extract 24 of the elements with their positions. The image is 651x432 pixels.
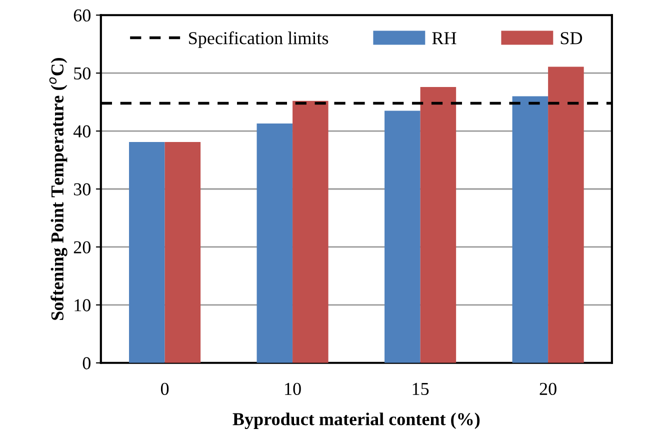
bar [292,100,328,363]
bar [256,124,293,363]
y-tick-label: 0 [82,357,90,370]
y-tick-label: 30 [74,183,90,196]
x-axis-title: Byproduct material content (%) [232,412,480,430]
legend-label: Specification limits [189,31,328,48]
bar [129,142,165,363]
x-tick-label: 20 [540,382,556,396]
y-axis-title: Softening Point Temperature ($^{o}$C) [49,58,68,320]
y-tick-label: 40 [73,125,90,138]
bar [512,96,548,363]
x-tick-label: 15 [412,382,429,396]
y-tick-label: 60 [74,9,90,22]
x-tick-label: 10 [285,382,301,396]
legend-label: SD [560,32,582,44]
y-tick-label: 20 [74,241,90,254]
bar [420,86,456,363]
y-tick-label: 10 [74,299,90,312]
y-tick-label: 50 [74,67,90,80]
bar [164,142,201,363]
bar [384,110,420,363]
bar [548,66,584,363]
legend-label: RH [432,32,456,44]
x-tick-label: 0 [160,382,169,396]
